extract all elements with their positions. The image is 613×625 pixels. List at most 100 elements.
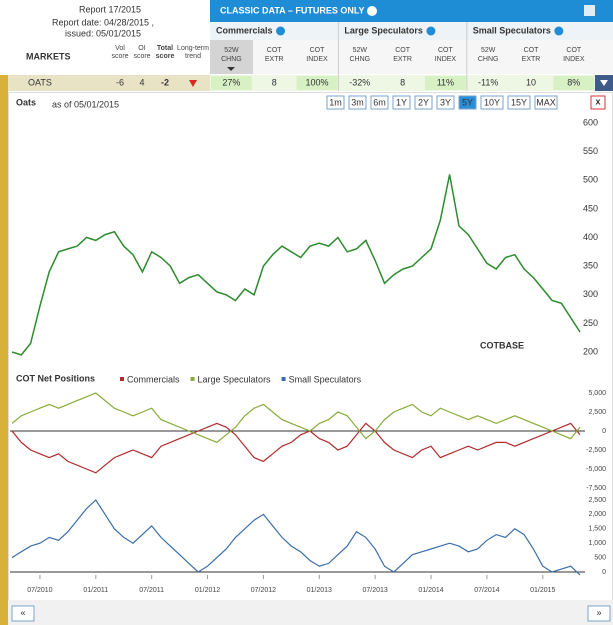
y-tick-label: 1,500	[588, 526, 606, 533]
x-tick-label: 07/2013	[362, 587, 387, 594]
y-tick-label: 1,000	[588, 540, 606, 547]
range-label: 15Y	[511, 97, 527, 107]
range-label: 2Y	[418, 97, 429, 107]
legend-swatch	[190, 377, 195, 381]
subhead: INDEX	[306, 56, 328, 63]
y-tick-label: 250	[583, 318, 598, 328]
subhead-row	[210, 40, 613, 74]
range-label: MAX	[536, 97, 556, 107]
cell-value: 8%	[567, 77, 580, 87]
y-tick-label: -7,500	[586, 485, 606, 492]
group-row	[210, 22, 613, 40]
range-button[interactable]	[534, 95, 558, 110]
range-button[interactable]	[436, 95, 455, 110]
subhead: CHNG	[478, 56, 499, 63]
x-tick-label: 01/2015	[530, 587, 555, 594]
legend-title: COT Net Positions	[16, 373, 95, 383]
range-label: 1m	[329, 97, 342, 107]
cell-highlight	[296, 76, 338, 90]
y-tick-label: 600	[583, 117, 598, 127]
range-button[interactable]	[370, 95, 389, 110]
chart-panel	[8, 92, 613, 625]
nav-prev[interactable]	[11, 605, 35, 622]
cell-highlight	[553, 76, 595, 90]
y-tick-label: 5,000	[588, 390, 606, 397]
subhead: COT	[310, 47, 326, 54]
x-tick-label: 01/2014	[418, 587, 443, 594]
score-head: trend	[185, 53, 201, 60]
cell-value: 100%	[305, 77, 328, 87]
nav-next[interactable]	[587, 605, 611, 622]
cell-value: -32%	[349, 77, 370, 87]
banner-title: CLASSIC DATA – FUTURES ONLY	[220, 5, 365, 15]
x-tick-label: 01/2013	[307, 587, 332, 594]
range-label: 5Y	[462, 97, 473, 107]
group-label: Small Speculators	[473, 25, 551, 35]
legend-label: Small Speculators	[289, 374, 362, 384]
x-tick-label: 01/2012	[195, 587, 220, 594]
subhead: COT	[267, 47, 283, 54]
range-button[interactable]	[480, 95, 504, 110]
close-button[interactable]	[590, 95, 606, 110]
subhead: EXTR	[393, 56, 412, 63]
series-line	[11, 499, 581, 576]
score-head: Vol	[115, 45, 125, 52]
subhead: EXTR	[522, 56, 541, 63]
range-button[interactable]	[414, 95, 433, 110]
score: -2	[161, 77, 169, 87]
range-label: 10Y	[484, 97, 500, 107]
y-tick-label: 0	[602, 569, 606, 576]
cell-value: 8	[272, 77, 277, 87]
y-tick-label: 400	[583, 232, 598, 242]
subhead: 52W	[353, 47, 368, 54]
report-date: Report date: 04/28/2015 ,	[52, 17, 154, 27]
range-label: 1Y	[396, 97, 407, 107]
x-tick-label: 07/2010	[27, 587, 52, 594]
y-tick-label: 200	[583, 346, 598, 356]
range-button[interactable]	[392, 95, 411, 110]
series-line	[11, 174, 581, 356]
nav-label: »	[596, 607, 601, 617]
subhead: CHNG	[221, 56, 242, 63]
subhead: CHNG	[349, 56, 370, 63]
y-tick-label: 350	[583, 261, 598, 271]
x-tick-label: 07/2011	[139, 587, 164, 594]
cell-value: 8	[400, 77, 405, 87]
report-issued: issued: 05/01/2015	[65, 28, 141, 38]
legend-label: Large Speculators	[198, 374, 272, 384]
range-button[interactable]	[326, 95, 345, 110]
score: -6	[116, 77, 124, 87]
y-tick-label: 2,500	[588, 497, 606, 504]
watermark: COTBASE	[480, 340, 524, 350]
range-label: 3m	[351, 97, 364, 107]
cell-highlight	[425, 76, 466, 90]
subhead: COT	[566, 47, 582, 54]
score-head: Long-term	[177, 45, 209, 52]
print-icon[interactable]	[584, 5, 595, 16]
score-head: OI	[138, 45, 145, 52]
legend-swatch	[120, 377, 124, 381]
series-line	[11, 422, 581, 474]
cell-value: 10	[526, 77, 536, 87]
chart-subtitle: as of 05/01/2015	[52, 99, 119, 109]
y-tick-label: 2,500	[588, 409, 606, 416]
y-tick-label: -5,000	[586, 466, 606, 473]
subhead: INDEX	[435, 56, 457, 63]
subhead: COT	[524, 47, 540, 54]
y-tick-label: 550	[583, 146, 598, 156]
help-icon[interactable]	[367, 6, 377, 16]
subhead: INDEX	[563, 56, 585, 63]
range-button[interactable]	[348, 95, 367, 110]
range-button[interactable]	[507, 95, 531, 110]
sort-arrow	[227, 67, 235, 71]
series-line	[11, 392, 581, 444]
help-icon[interactable]	[276, 26, 286, 36]
y-tick-label: 0	[602, 428, 606, 435]
side-bar	[0, 75, 8, 625]
subhead: COT	[438, 47, 454, 54]
help-icon[interactable]	[554, 26, 564, 36]
help-icon[interactable]	[426, 26, 436, 36]
range-button[interactable]	[458, 95, 477, 110]
group-label: Commercials	[216, 25, 273, 35]
